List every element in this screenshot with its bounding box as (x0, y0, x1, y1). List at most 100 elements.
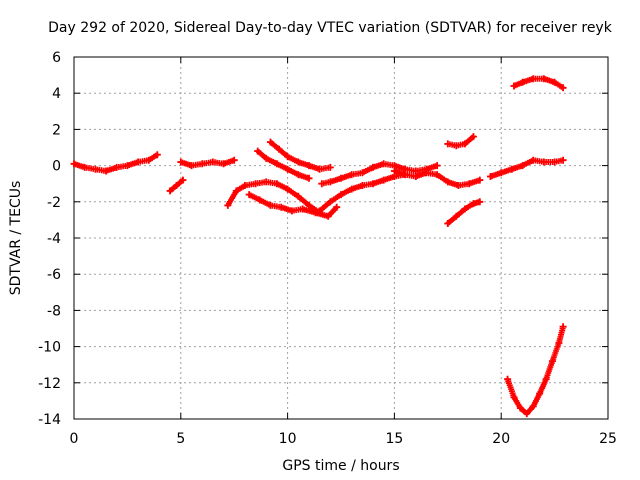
y-tick-label: -10 (38, 340, 61, 356)
series-arc-upper-11 (318, 160, 441, 188)
x-tick-label: 5 (176, 431, 185, 447)
series-arc-bottom-20 (504, 323, 567, 418)
data-point (523, 410, 531, 418)
data-point (123, 162, 131, 170)
data-point (326, 198, 334, 206)
data-point (510, 82, 518, 90)
data-point (452, 212, 460, 220)
grid-lines (74, 57, 608, 419)
data-point (113, 163, 121, 171)
data-point (516, 404, 524, 412)
data-point (177, 158, 185, 166)
data-point (559, 156, 567, 164)
data-point (455, 182, 462, 189)
x-tick-label: 15 (385, 431, 403, 447)
data-point (318, 180, 326, 188)
data-point (179, 176, 187, 184)
x-tick-label: 20 (492, 431, 510, 447)
data-point (476, 176, 484, 184)
y-tick-label: -14 (38, 412, 61, 428)
data-point (380, 160, 388, 168)
data-point (333, 203, 341, 211)
data-point (555, 339, 563, 347)
data-point (444, 178, 452, 186)
series-arc-main-5 (177, 156, 238, 170)
series-marks (177, 157, 238, 169)
data-point (326, 178, 334, 186)
data-point (401, 171, 409, 179)
x-tick-label: 25 (599, 431, 617, 447)
data-point (230, 156, 238, 164)
data-point (433, 162, 441, 170)
data-point (305, 162, 313, 170)
data-point (299, 205, 307, 213)
data-point (529, 402, 537, 410)
data-point (262, 154, 270, 162)
data-point (294, 158, 302, 166)
y-tick-label: -12 (38, 376, 61, 392)
data-point (433, 171, 441, 179)
x-tick-label: 0 (70, 431, 79, 447)
x-axis-label: GPS time / hours (282, 458, 399, 474)
series-arc-top-20 (510, 75, 567, 92)
data-point (549, 357, 556, 365)
data-point (508, 165, 516, 173)
series-arc-main-0 (70, 151, 161, 175)
y-tick-label: 2 (52, 122, 61, 138)
data-point (337, 174, 345, 182)
data-point (469, 200, 477, 208)
data-point (380, 176, 388, 184)
data-point (358, 169, 366, 177)
data-point (465, 180, 473, 188)
data-point (540, 75, 548, 83)
data-point (134, 158, 142, 166)
data-point (284, 153, 292, 161)
data-point (551, 158, 559, 166)
data-point (348, 171, 356, 179)
data-point (224, 201, 232, 209)
data-point (252, 180, 260, 188)
axis-ticks: 0 5 10 15 20 25 -14 -12 -10 -8 -6 -4 -2 0 2 4 6 (38, 50, 617, 447)
data-point (422, 169, 430, 177)
data-point (245, 191, 253, 199)
series-arc-low-17 (444, 198, 484, 227)
data-point (316, 207, 324, 215)
data-point (81, 163, 89, 171)
data-point (337, 191, 345, 199)
series-arc-main-19 (487, 156, 567, 180)
data-series (70, 75, 567, 418)
data-point (305, 201, 313, 209)
x-tick-label: 10 (279, 431, 297, 447)
data-point (324, 212, 332, 220)
data-point (166, 187, 174, 195)
data-point (198, 160, 206, 168)
y-tick-label: -8 (47, 303, 61, 319)
data-point (529, 75, 537, 83)
series-arc-cross-8 (254, 147, 313, 182)
y-tick-label: 4 (52, 86, 61, 102)
data-point (294, 171, 302, 179)
data-point (487, 173, 494, 180)
data-point (540, 158, 548, 166)
series-arc-high-9 (267, 138, 334, 173)
data-point (294, 192, 302, 200)
data-point (551, 78, 559, 86)
data-point (173, 182, 180, 189)
data-point (91, 165, 99, 173)
data-point (145, 156, 153, 164)
data-point (275, 145, 283, 153)
data-point (461, 205, 469, 213)
data-point (497, 169, 505, 177)
data-point (476, 198, 484, 206)
series-arc-low-5 (166, 176, 187, 195)
data-point (232, 187, 240, 195)
series-arc-mid-15 (390, 167, 484, 189)
y-tick-label: 0 (52, 159, 61, 175)
data-point (220, 160, 227, 168)
data-point (358, 182, 366, 189)
data-point (273, 160, 281, 168)
y-tick-label: 6 (52, 50, 61, 66)
data-point (559, 323, 567, 331)
data-point (262, 178, 270, 186)
